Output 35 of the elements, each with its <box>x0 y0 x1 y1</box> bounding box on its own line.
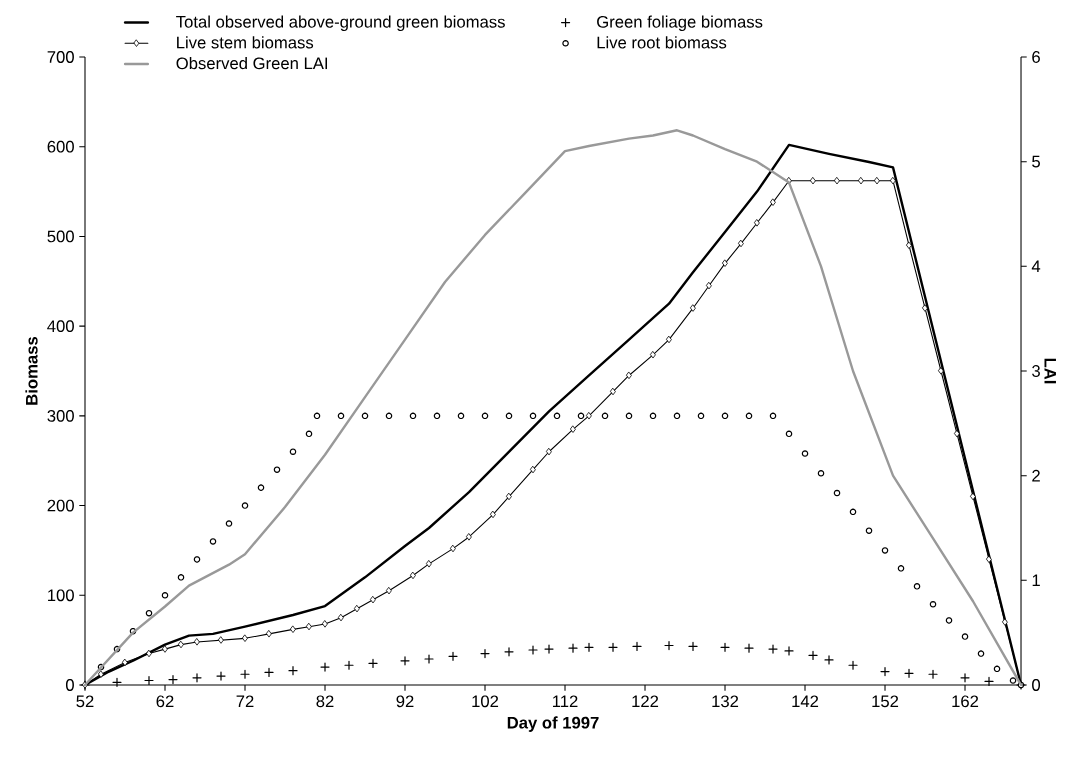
y-tick-label: 100 <box>48 589 74 602</box>
legend-label: Live root biomass <box>597 36 727 49</box>
x-tick-label: 62 <box>156 695 174 708</box>
legend-label: Live stem biomass <box>177 36 314 49</box>
x-tick-label: 112 <box>553 695 578 708</box>
x-tick-label: 52 <box>76 695 94 708</box>
x-tick-label: 152 <box>872 695 899 708</box>
legend-label: Observed Green LAI <box>176 56 328 70</box>
y2-tick-label: 4 <box>1031 260 1041 273</box>
y2-tick-label: 1 <box>1032 574 1040 587</box>
y2-tick-label: 6 <box>1032 51 1040 63</box>
y2-tick-label: 5 <box>1032 155 1040 168</box>
x-tick-label: 92 <box>396 695 414 708</box>
legend-label: Green foliage biomass <box>597 15 763 32</box>
x-tick-label: 162 <box>952 695 979 708</box>
x-tick-label: 122 <box>632 695 659 708</box>
y-tick-label: 300 <box>47 409 74 422</box>
x-tick-label: 72 <box>236 695 254 708</box>
x-tick-label: 132 <box>712 695 739 708</box>
y2-tick-label: 3 <box>1032 365 1040 377</box>
y-tick-label: 700 <box>47 51 74 63</box>
y-axis-title: Biomass <box>25 336 38 405</box>
y2-tick-label: 2 <box>1032 469 1040 482</box>
x-axis-title: Day of 1997 <box>507 716 599 732</box>
legend-label: Total observed above-ground green biomass <box>176 15 505 32</box>
x-tick-label: 142 <box>792 695 819 708</box>
x-tick-label: 82 <box>316 695 334 708</box>
y-tick-label: 600 <box>47 140 74 153</box>
y-tick-label: 200 <box>47 499 74 512</box>
x-tick-label: 102 <box>472 695 499 708</box>
y2-axis-title: LAI <box>1044 358 1056 384</box>
y2-tick-label: 0 <box>1032 679 1041 691</box>
y-tick-label: 400 <box>47 320 74 333</box>
y-tick-label: 500 <box>47 230 74 243</box>
y-tick-label: 0 <box>65 679 74 691</box>
